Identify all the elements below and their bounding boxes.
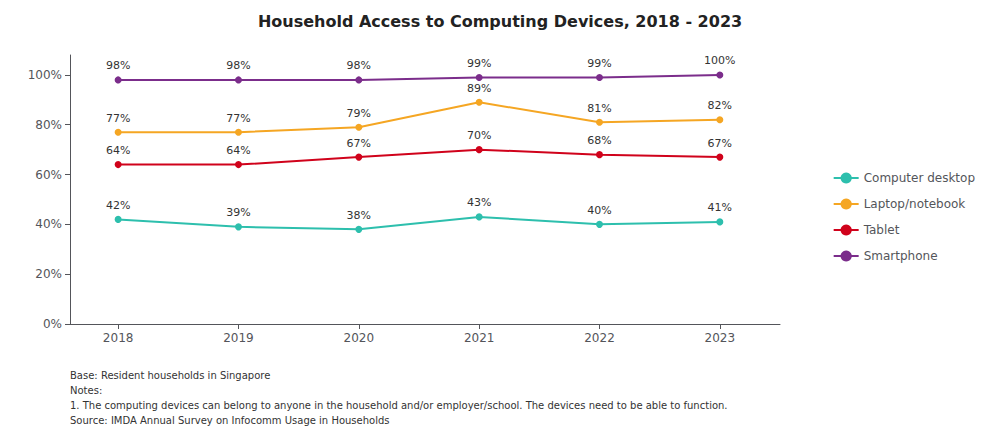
svg-text:40%: 40% bbox=[587, 204, 611, 217]
svg-text:64%: 64% bbox=[226, 144, 250, 157]
svg-text:67%: 67% bbox=[708, 137, 732, 150]
svg-text:41%: 41% bbox=[708, 201, 732, 214]
svg-text:100%: 100% bbox=[704, 54, 735, 67]
svg-text:98%: 98% bbox=[106, 59, 130, 72]
svg-text:81%: 81% bbox=[587, 102, 611, 115]
svg-text:77%: 77% bbox=[226, 112, 250, 125]
svg-text:2018: 2018 bbox=[103, 331, 134, 345]
svg-text:0%: 0% bbox=[43, 317, 62, 331]
svg-text:70%: 70% bbox=[467, 129, 491, 142]
svg-text:38%: 38% bbox=[347, 209, 371, 222]
svg-text:99%: 99% bbox=[467, 57, 491, 70]
svg-text:Notes:: Notes: bbox=[70, 385, 102, 396]
svg-text:60%: 60% bbox=[35, 168, 62, 182]
svg-text:Computer desktop: Computer desktop bbox=[864, 171, 975, 185]
svg-text:2022: 2022 bbox=[584, 331, 615, 345]
svg-text:79%: 79% bbox=[347, 107, 371, 120]
svg-text:Smartphone: Smartphone bbox=[864, 249, 938, 263]
svg-text:68%: 68% bbox=[587, 134, 611, 147]
svg-text:Source: IMDA Annual Survey on: Source: IMDA Annual Survey on Infocomm U… bbox=[70, 415, 390, 426]
svg-text:39%: 39% bbox=[226, 206, 250, 219]
svg-text:40%: 40% bbox=[35, 217, 62, 231]
svg-text:2019: 2019 bbox=[223, 331, 254, 345]
svg-text:77%: 77% bbox=[106, 112, 130, 125]
svg-text:Base: Resident households in S: Base: Resident households in Singapore bbox=[70, 370, 270, 381]
svg-text:64%: 64% bbox=[106, 144, 130, 157]
svg-text:43%: 43% bbox=[467, 196, 491, 209]
svg-text:42%: 42% bbox=[106, 199, 130, 212]
svg-text:Laptop/notebook: Laptop/notebook bbox=[864, 197, 966, 211]
svg-text:98%: 98% bbox=[347, 59, 371, 72]
svg-text:Household Access to Computing: Household Access to Computing Devices, 2… bbox=[258, 12, 742, 31]
svg-text:99%: 99% bbox=[587, 57, 611, 70]
svg-text:82%: 82% bbox=[708, 99, 732, 112]
svg-text:67%: 67% bbox=[347, 137, 371, 150]
svg-text:89%: 89% bbox=[467, 82, 491, 95]
svg-text:98%: 98% bbox=[226, 59, 250, 72]
svg-text:2021: 2021 bbox=[464, 331, 495, 345]
svg-text:20%: 20% bbox=[35, 267, 62, 281]
svg-text:2023: 2023 bbox=[705, 331, 736, 345]
svg-text:Tablet: Tablet bbox=[863, 223, 900, 237]
svg-text:2020: 2020 bbox=[344, 331, 375, 345]
svg-text:100%: 100% bbox=[28, 68, 62, 82]
svg-text:80%: 80% bbox=[35, 118, 62, 132]
svg-text:1. The computing devices can b: 1. The computing devices can belong to a… bbox=[70, 400, 728, 411]
